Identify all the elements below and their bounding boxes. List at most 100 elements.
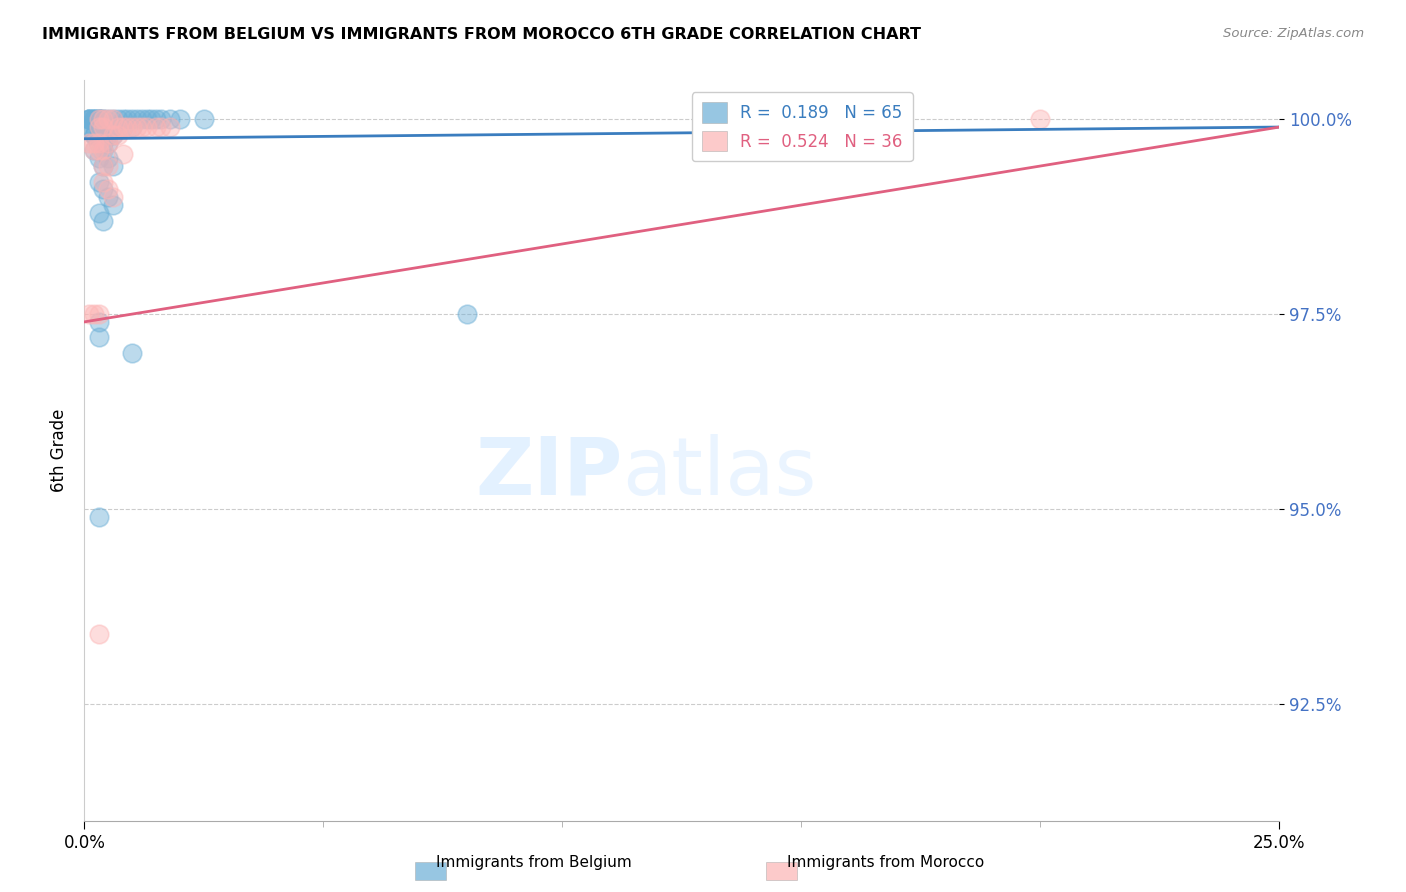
Text: ZIP: ZIP <box>475 434 623 512</box>
Point <box>107 112 129 127</box>
Point <box>101 128 124 142</box>
Point <box>135 112 157 127</box>
Point <box>93 112 115 127</box>
Point <box>87 112 110 127</box>
Point <box>87 128 110 142</box>
Point <box>117 112 139 127</box>
Point <box>93 112 115 127</box>
Point <box>111 120 134 134</box>
Point <box>93 144 115 158</box>
Point <box>93 182 115 196</box>
Point <box>101 198 124 212</box>
Point <box>121 346 143 360</box>
Legend: R =  0.189   N = 65, R =  0.524   N = 36: R = 0.189 N = 65, R = 0.524 N = 36 <box>692 92 912 161</box>
Point <box>125 112 148 127</box>
Point <box>111 147 134 161</box>
Point <box>93 120 115 134</box>
Text: Source: ZipAtlas.com: Source: ZipAtlas.com <box>1223 27 1364 40</box>
Point <box>87 206 110 220</box>
Point <box>101 159 124 173</box>
Point <box>87 120 110 134</box>
Point <box>87 175 110 189</box>
Point <box>101 120 124 134</box>
Point <box>77 112 100 127</box>
Point <box>97 159 120 173</box>
Point <box>87 112 110 127</box>
Point <box>93 112 115 127</box>
Point <box>77 112 100 127</box>
Point <box>159 120 181 134</box>
Point <box>87 112 110 127</box>
Point <box>97 190 120 204</box>
Text: atlas: atlas <box>623 434 817 512</box>
Point <box>93 136 115 150</box>
Point <box>97 128 120 142</box>
Point <box>97 112 120 127</box>
Point <box>97 182 120 196</box>
Point <box>131 112 153 127</box>
Point <box>93 213 115 227</box>
Point <box>131 120 153 134</box>
Point <box>77 112 100 127</box>
Point <box>87 626 110 640</box>
Point <box>111 112 134 127</box>
Point <box>456 307 478 321</box>
Point <box>121 112 143 127</box>
Point <box>135 120 157 134</box>
Point <box>83 128 105 142</box>
Point <box>101 128 124 142</box>
Point <box>83 120 105 134</box>
Point <box>169 112 191 127</box>
Point <box>107 120 129 134</box>
Text: IMMIGRANTS FROM BELGIUM VS IMMIGRANTS FROM MOROCCO 6TH GRADE CORRELATION CHART: IMMIGRANTS FROM BELGIUM VS IMMIGRANTS FR… <box>42 27 921 42</box>
Point <box>117 120 139 134</box>
Point <box>121 120 143 134</box>
Point <box>87 136 110 150</box>
Point <box>107 120 129 134</box>
Point <box>87 112 110 127</box>
Point <box>97 112 120 127</box>
Point <box>97 136 120 150</box>
Point <box>145 120 167 134</box>
Point <box>83 112 105 127</box>
Point <box>87 315 110 329</box>
Point <box>193 112 215 127</box>
Point <box>141 112 163 127</box>
Text: Immigrants from Morocco: Immigrants from Morocco <box>787 855 984 870</box>
Point <box>93 159 115 173</box>
Point <box>83 307 105 321</box>
Point <box>159 112 181 127</box>
Text: Immigrants from Belgium: Immigrants from Belgium <box>436 855 633 870</box>
Point <box>97 136 120 150</box>
Point <box>101 190 124 204</box>
Point <box>121 120 143 134</box>
Point <box>1029 112 1052 127</box>
Point <box>87 307 110 321</box>
Point <box>93 175 115 189</box>
Point <box>83 128 105 142</box>
Point <box>107 128 129 142</box>
Y-axis label: 6th Grade: 6th Grade <box>49 409 67 492</box>
Point <box>87 509 110 524</box>
Point <box>77 307 100 321</box>
Point <box>97 120 120 134</box>
Point <box>87 136 110 150</box>
Point <box>93 120 115 134</box>
Point <box>87 151 110 165</box>
Point <box>101 112 124 127</box>
Point <box>87 144 110 158</box>
Point <box>87 136 110 150</box>
Point <box>83 144 105 158</box>
Point <box>87 112 110 127</box>
Point <box>101 112 124 127</box>
Point <box>87 330 110 344</box>
Point <box>77 120 100 134</box>
Point <box>93 128 115 142</box>
Point <box>83 112 105 127</box>
Point <box>97 151 120 165</box>
Point <box>87 120 110 134</box>
Point <box>125 120 148 134</box>
Point <box>77 136 100 150</box>
Point <box>83 112 105 127</box>
Point <box>77 112 100 127</box>
